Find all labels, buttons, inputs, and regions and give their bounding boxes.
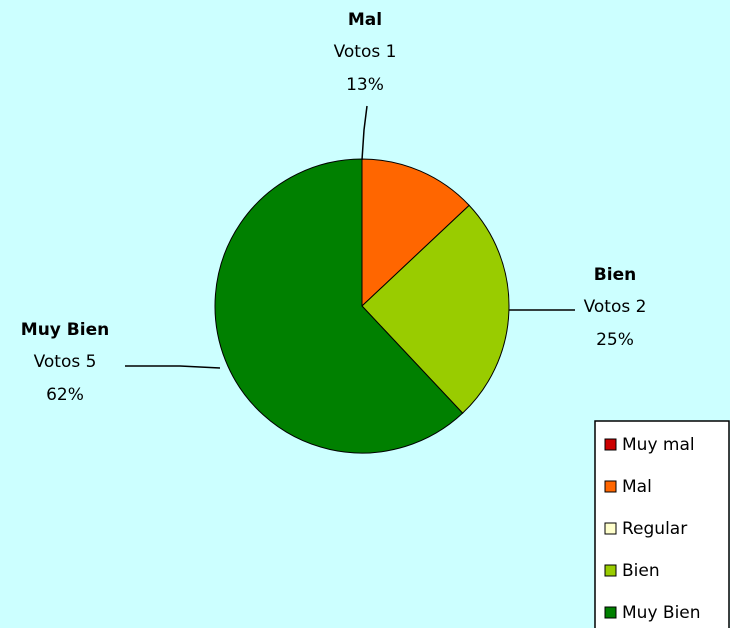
legend-swatch (604, 564, 617, 577)
pie-slice (361, 204, 510, 414)
slice-name: Bien (594, 265, 636, 285)
slice-percent: 13% (346, 75, 384, 95)
slice-votes: Votos 5 (34, 352, 97, 372)
slice-votes: Votos 2 (584, 297, 647, 317)
leader-line (361, 105, 368, 161)
legend-label: Muy Bien (622, 603, 701, 623)
pie-slice (214, 158, 464, 454)
legend-swatch (604, 438, 617, 451)
slice-percent: 62% (46, 385, 84, 405)
legend-swatch (604, 606, 617, 619)
legend-swatch (604, 480, 617, 493)
legend-label: Regular (622, 519, 687, 539)
leader-line (125, 365, 221, 369)
slice-votes: Votos 1 (334, 42, 397, 62)
legend-label: Bien (622, 561, 660, 581)
legend-swatch (604, 522, 617, 535)
slice-name: Mal (348, 10, 382, 30)
pie-slice (361, 158, 470, 308)
legend-label: Mal (622, 477, 652, 497)
legend-box (594, 420, 730, 628)
legend-label: Muy mal (622, 435, 695, 455)
slice-name: Muy Bien (21, 320, 109, 340)
slice-percent: 25% (596, 330, 634, 350)
